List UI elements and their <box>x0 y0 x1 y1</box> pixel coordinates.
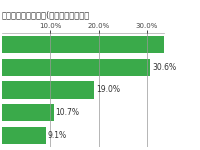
Text: を利用したきっかけ(利用したことがあ: を利用したきっかけ(利用したことがあ <box>2 10 90 19</box>
Text: 19.0%: 19.0% <box>96 85 120 94</box>
Bar <box>2 59 150 76</box>
Bar <box>2 36 186 53</box>
Text: 10.7%: 10.7% <box>56 108 80 117</box>
Text: 9.1%: 9.1% <box>48 131 67 140</box>
Bar <box>2 104 54 121</box>
Bar <box>2 81 94 99</box>
Bar <box>2 127 46 144</box>
Text: 30.6%: 30.6% <box>152 63 176 72</box>
